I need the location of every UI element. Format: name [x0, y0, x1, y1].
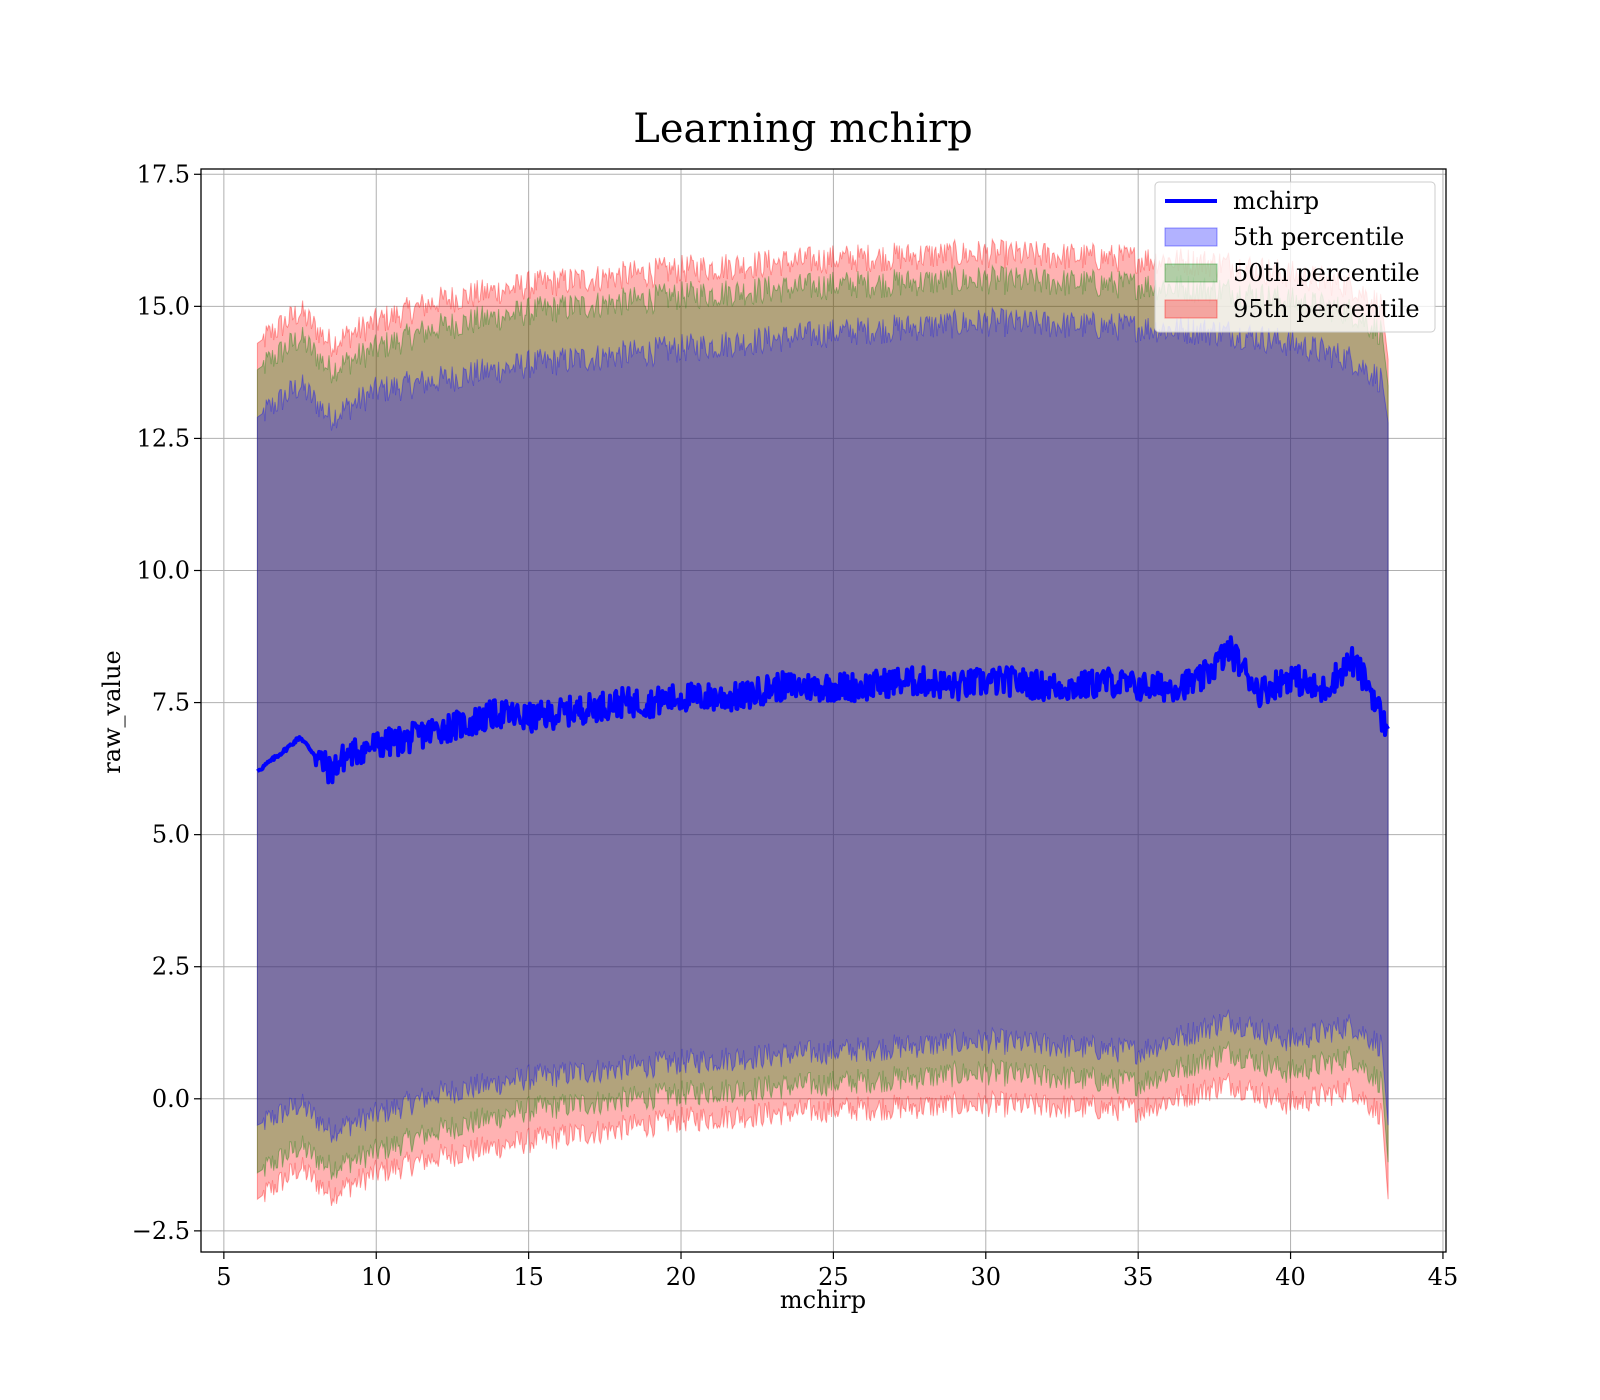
y-axis-label: raw_value: [98, 650, 126, 774]
legend-swatch-band: [1164, 299, 1218, 319]
grid: [201, 169, 1446, 1252]
band-50th-percentile: [256, 263, 1389, 1180]
x-tick-label: 20: [666, 1263, 697, 1291]
legend-swatch-band: [1164, 227, 1218, 247]
y-tick-label: −2.5: [132, 1217, 190, 1245]
y-tick-label: 0.0: [152, 1085, 190, 1113]
x-tick-label: 15: [513, 1263, 544, 1291]
percentile-bands: [256, 237, 1389, 1206]
plot-frame: [200, 168, 1447, 1253]
y-tick-label: 2.5: [152, 953, 190, 981]
legend-label: 95th percentile: [1233, 295, 1420, 323]
band-5th-percentile: [256, 306, 1389, 1143]
series-lines: [256, 635, 1390, 785]
y-axis: −2.5 0.0 2.5 5.0 7.5 10.0 12.5 15.0 17.5: [132, 160, 201, 1245]
legend-label: 5th percentile: [1233, 223, 1404, 251]
x-tick-label: 40: [1275, 1263, 1306, 1291]
y-tick-label: 17.5: [137, 160, 190, 188]
legend-box: [1154, 181, 1436, 333]
x-tick-label: 35: [1123, 1263, 1154, 1291]
chart-title: Learning mchirp: [633, 106, 972, 152]
x-tick-label: 5: [216, 1263, 231, 1291]
legend-swatch-band: [1164, 263, 1218, 283]
band-95th-percentile: [256, 237, 1389, 1206]
y-tick-label: 7.5: [152, 689, 190, 717]
x-axis: 5 10 15 20 25 30 35 40 45: [216, 1252, 1458, 1291]
x-tick-label: 10: [361, 1263, 392, 1291]
series-line-mchirp: [256, 635, 1390, 785]
y-tick-label: 12.5: [137, 424, 190, 452]
y-tick-label: 15.0: [137, 292, 190, 320]
x-axis-label: mchirp: [780, 1286, 866, 1314]
legend: mchirp 5th percentile 50th percentile 95th …: [1154, 181, 1436, 333]
y-tick-label: 10.0: [137, 557, 190, 585]
x-tick-label: 25: [818, 1263, 849, 1291]
legend-label: mchirp: [1233, 187, 1319, 215]
x-tick-label: 45: [1428, 1263, 1459, 1291]
y-tick-label: 5.0: [152, 821, 190, 849]
x-tick-label: 30: [971, 1263, 1002, 1291]
legend-label: 50th percentile: [1233, 259, 1420, 287]
